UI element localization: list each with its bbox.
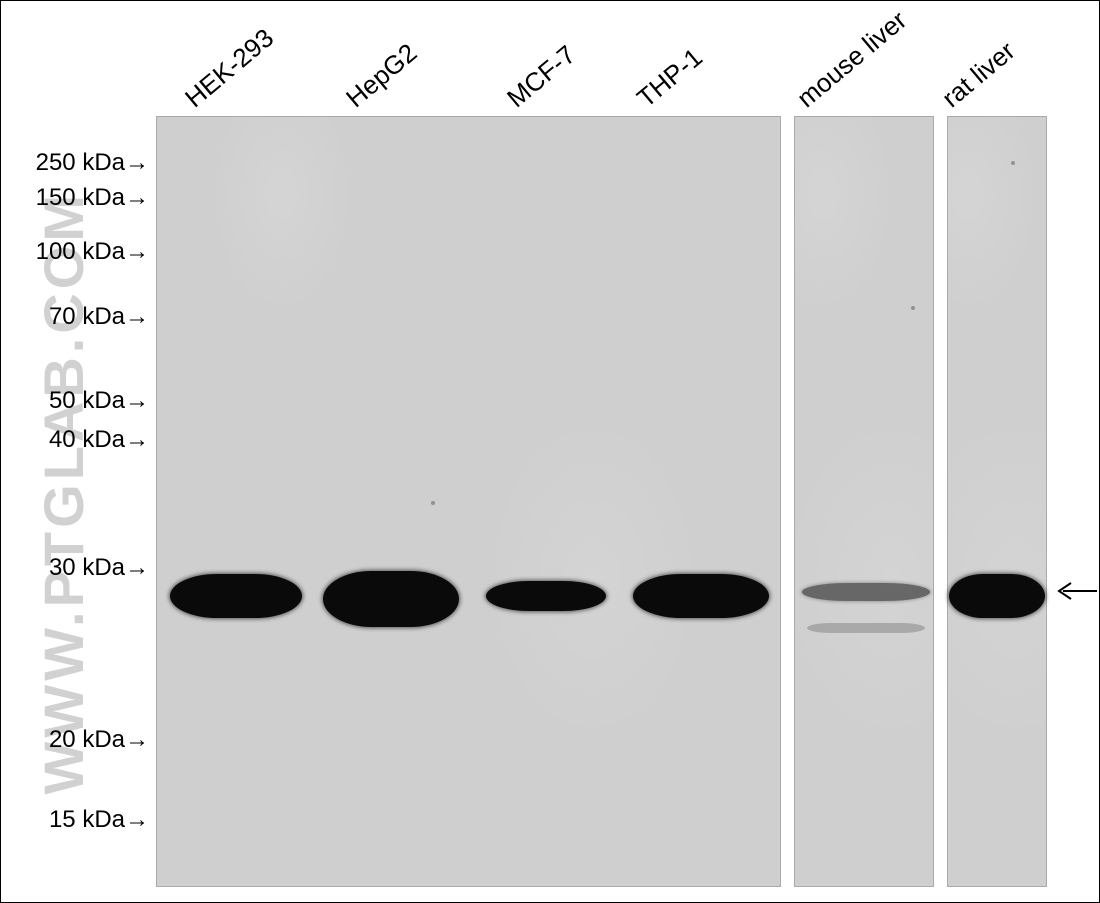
membrane-strip-rat bbox=[947, 116, 1047, 887]
band-rliver bbox=[949, 574, 1045, 618]
speck-3 bbox=[431, 501, 435, 505]
lane-label-hepg2: HepG2 bbox=[340, 37, 423, 114]
band-hek293 bbox=[170, 574, 302, 618]
mw-label-150: 150 kDa→ bbox=[36, 184, 149, 212]
membrane-strip-main bbox=[156, 116, 781, 887]
lane-label-mcf7: MCF-7 bbox=[501, 39, 582, 114]
speck-1 bbox=[1011, 161, 1015, 165]
band-mliver-sub bbox=[807, 623, 925, 633]
lane-label-thp1: THP-1 bbox=[631, 42, 708, 114]
lane-label-rliver: rat liver bbox=[936, 35, 1021, 114]
mw-label-30: 30 kDa→ bbox=[49, 554, 149, 582]
mw-label-50: 50 kDa→ bbox=[49, 387, 149, 415]
mw-label-15: 15 kDa→ bbox=[49, 806, 149, 834]
mw-label-250: 250 kDa→ bbox=[36, 149, 149, 177]
blot-figure: WWW.PTGLAB.COM HEK-293 HepG2 MCF-7 THP-1… bbox=[0, 0, 1100, 903]
band-hepg2 bbox=[323, 571, 459, 627]
watermark: WWW.PTGLAB.COM bbox=[31, 191, 96, 794]
mw-label-40: 40 kDa→ bbox=[49, 426, 149, 454]
mw-label-20: 20 kDa→ bbox=[49, 726, 149, 754]
lane-label-hek293: HEK-293 bbox=[179, 22, 280, 114]
lane-label-mliver: mouse liver bbox=[791, 5, 913, 114]
mw-label-70: 70 kDa→ bbox=[49, 303, 149, 331]
band-mliver bbox=[802, 583, 930, 601]
band-mcf7 bbox=[486, 581, 606, 611]
band-thp1 bbox=[633, 574, 769, 618]
membrane-strip-mouse bbox=[794, 116, 934, 887]
mw-label-100: 100 kDa→ bbox=[36, 238, 149, 266]
target-band-arrow bbox=[1053, 579, 1097, 603]
speck-2 bbox=[911, 306, 915, 310]
